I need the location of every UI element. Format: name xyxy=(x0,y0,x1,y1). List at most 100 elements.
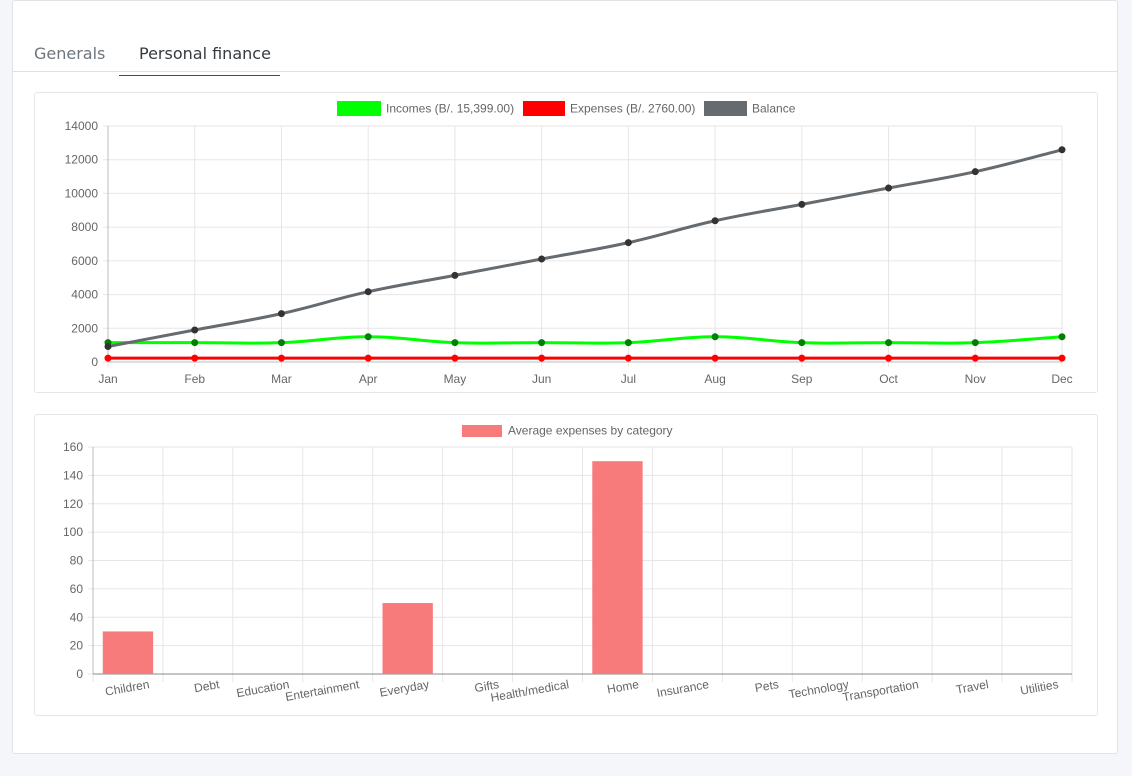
tab-bar: Generals Personal finance xyxy=(13,1,1117,72)
y-tick-label: 0 xyxy=(91,355,98,369)
y-tick-label: 10000 xyxy=(65,186,99,200)
data-point xyxy=(191,354,199,362)
x-tick-label: Dec xyxy=(1051,372,1072,386)
data-point xyxy=(104,354,112,362)
active-tab-indicator xyxy=(119,75,280,76)
bar-chart: Average expenses by category 0 20 40 60 80 100… xyxy=(63,424,1073,705)
data-point xyxy=(1058,333,1066,341)
data-point xyxy=(451,354,459,362)
y-tick-label: 140 xyxy=(63,468,83,482)
data-point xyxy=(277,354,285,362)
y-tick-label: 100 xyxy=(63,525,83,539)
x-tick-label: Jul xyxy=(621,372,636,386)
x-tick-label: Health/medical xyxy=(489,677,570,705)
x-tick-label: Aug xyxy=(704,372,725,386)
legend-label: Incomes (B/. 15,399.00) xyxy=(386,102,514,116)
x-tick-label: Gifts xyxy=(473,677,500,695)
x-tick-label: Mar xyxy=(271,372,292,386)
y-tick-label: 4000 xyxy=(71,288,98,302)
data-point xyxy=(538,255,546,263)
line-chart-panel: Incomes (B/. 15,399.00) Expenses (B/. 276… xyxy=(34,92,1098,393)
x-tick-label: Entertainment xyxy=(284,677,361,704)
x-tick-label: Debt xyxy=(193,677,221,695)
data-point xyxy=(364,333,372,341)
data-point xyxy=(711,333,719,341)
data-point xyxy=(277,339,285,347)
x-tick-label: Pets xyxy=(754,677,780,695)
x-tick-label: Apr xyxy=(359,372,378,386)
data-point xyxy=(364,354,372,362)
x-tick-label: Children xyxy=(104,677,150,699)
y-tick-label: 12000 xyxy=(65,153,99,167)
x-tick-label: Sep xyxy=(791,372,813,386)
data-point xyxy=(885,354,893,362)
legend-label: Expenses (B/. 2760.00) xyxy=(570,102,695,116)
y-tick-label: 120 xyxy=(63,497,83,511)
data-point xyxy=(191,326,199,334)
bar xyxy=(382,603,433,674)
data-point xyxy=(711,354,719,362)
x-tick-label: Home xyxy=(606,677,640,696)
data-point xyxy=(971,168,979,176)
main-card: Generals Personal finance Incomes (B/. 1… xyxy=(12,0,1118,754)
data-point xyxy=(451,271,459,279)
data-point xyxy=(364,288,372,296)
x-tick-label: Feb xyxy=(184,372,205,386)
y-tick-label: 40 xyxy=(70,610,84,624)
x-tick-label: Transportation xyxy=(841,677,919,704)
legend-label: Average expenses by category xyxy=(508,424,673,438)
x-tick-label: Everyday xyxy=(378,677,430,699)
data-point xyxy=(451,339,459,347)
y-tick-label: 8000 xyxy=(71,220,98,234)
data-point xyxy=(971,354,979,362)
y-tick-label: 80 xyxy=(70,554,84,568)
legend-swatch xyxy=(462,425,502,437)
y-tick-label: 20 xyxy=(70,639,84,653)
bar-chart-panel: Average expenses by category 0 20 40 60 80 100… xyxy=(34,414,1098,716)
y-tick-label: 2000 xyxy=(71,321,98,335)
x-tick-label: Insurance xyxy=(656,677,711,700)
x-tick-label: Utilities xyxy=(1019,677,1060,698)
x-tick-label: Technology xyxy=(788,677,850,701)
x-tick-label: Nov xyxy=(965,372,986,386)
y-tick-label: 0 xyxy=(76,667,83,681)
data-point xyxy=(798,339,806,347)
data-point xyxy=(798,354,806,362)
data-point xyxy=(538,354,546,362)
data-point xyxy=(538,339,546,347)
legend-swatch xyxy=(704,101,747,116)
tab-generals[interactable]: Generals xyxy=(34,44,106,63)
data-point xyxy=(191,339,199,347)
legend-swatch xyxy=(337,101,381,116)
legend-swatch xyxy=(523,101,565,116)
data-point xyxy=(277,310,285,318)
tab-personal-finance[interactable]: Personal finance xyxy=(139,44,271,63)
y-tick-label: 60 xyxy=(70,582,84,596)
data-point xyxy=(798,200,806,208)
data-point xyxy=(624,239,632,247)
data-point xyxy=(104,342,112,350)
bar xyxy=(592,461,643,674)
x-tick-label: Jun xyxy=(532,372,551,386)
data-point xyxy=(624,339,632,347)
bar xyxy=(102,631,154,674)
y-tick-label: 6000 xyxy=(71,254,98,268)
data-point xyxy=(624,354,632,362)
data-point xyxy=(1058,146,1066,154)
data-point xyxy=(885,184,893,192)
y-tick-label: 14000 xyxy=(65,119,99,133)
x-tick-label: Education xyxy=(235,677,290,700)
data-point xyxy=(971,339,979,347)
data-point xyxy=(711,217,719,225)
x-tick-label: Jan xyxy=(98,372,117,386)
series-line xyxy=(108,335,1063,345)
x-tick-label: Oct xyxy=(879,372,898,386)
y-tick-label: 160 xyxy=(63,440,83,454)
legend-label: Balance xyxy=(752,102,796,116)
x-tick-label: Travel xyxy=(955,677,990,697)
line-chart: Incomes (B/. 15,399.00) Expenses (B/. 276… xyxy=(65,101,1073,386)
data-point xyxy=(885,339,893,347)
data-point xyxy=(1058,354,1066,362)
series-line xyxy=(107,148,1063,348)
x-tick-label: May xyxy=(444,372,467,386)
